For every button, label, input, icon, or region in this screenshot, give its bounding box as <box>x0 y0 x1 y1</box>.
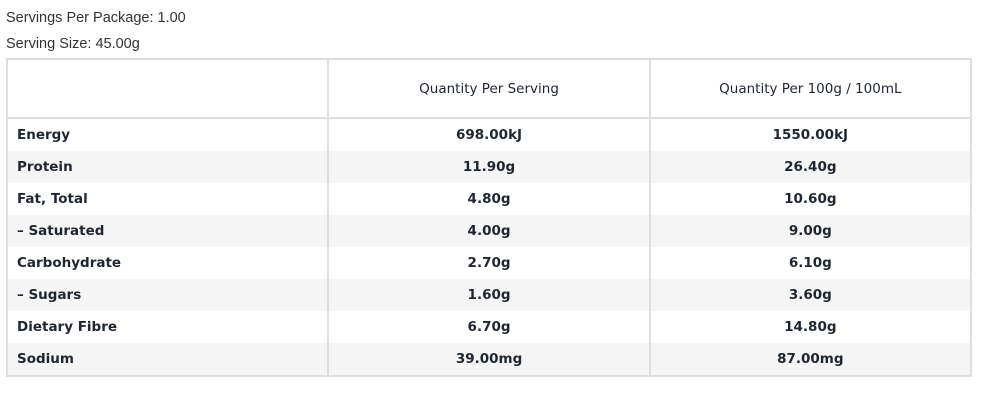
per-100-value: 3.60g <box>648 279 973 311</box>
per-100-value: 26.40g <box>648 151 973 183</box>
serving-size: Serving Size: 45.00g <box>6 36 140 52</box>
nutrient-name: Dietary Fibre <box>5 311 330 343</box>
nutrient-name: Protein <box>5 151 330 183</box>
per-serving-value: 39.00mg <box>327 343 651 377</box>
nutrient-name: Sodium <box>5 343 330 377</box>
per-100-value: 9.00g <box>648 215 973 247</box>
per-100-value: 10.60g <box>648 183 973 215</box>
per-100-value: 14.80g <box>648 311 973 343</box>
nutrient-name: Carbohydrate <box>5 247 330 279</box>
header-per-serving: Quantity Per Serving <box>327 58 651 119</box>
header-per-100: Quantity Per 100g / 100mL <box>648 58 973 119</box>
per-serving-value: 2.70g <box>327 247 651 279</box>
per-serving-value: 1.60g <box>327 279 651 311</box>
nutrient-name: Fat, Total <box>5 183 330 215</box>
nutrient-name: – Sugars <box>5 279 330 311</box>
per-100-value: 87.00mg <box>648 343 973 377</box>
nutrient-name: Energy <box>5 118 330 151</box>
header-nutrient <box>5 58 330 119</box>
servings-per-package: Servings Per Package: 1.00 <box>6 10 186 26</box>
nutrient-name: – Saturated <box>5 215 330 247</box>
table-row: Dietary Fibre 6.70g 14.80g <box>5 311 973 343</box>
table-row: Carbohydrate 2.70g 6.10g <box>5 247 973 279</box>
table-row: Fat, Total 4.80g 10.60g <box>5 183 973 215</box>
per-serving-value: 6.70g <box>327 311 651 343</box>
nutrition-table: Quantity Per Serving Quantity Per 100g /… <box>5 58 973 377</box>
table-row: – Saturated 4.00g 9.00g <box>5 215 973 247</box>
table-row: Protein 11.90g 26.40g <box>5 151 973 183</box>
table-row: Sodium 39.00mg 87.00mg <box>5 343 973 377</box>
per-serving-value: 4.80g <box>327 183 651 215</box>
per-serving-value: 4.00g <box>327 215 651 247</box>
table-row: Energy 698.00kJ 1550.00kJ <box>5 118 973 151</box>
per-100-value: 6.10g <box>648 247 973 279</box>
per-100-value: 1550.00kJ <box>648 118 973 151</box>
per-serving-value: 698.00kJ <box>327 118 651 151</box>
table-header-row: Quantity Per Serving Quantity Per 100g /… <box>5 58 973 119</box>
per-serving-value: 11.90g <box>327 151 651 183</box>
table-row: – Sugars 1.60g 3.60g <box>5 279 973 311</box>
